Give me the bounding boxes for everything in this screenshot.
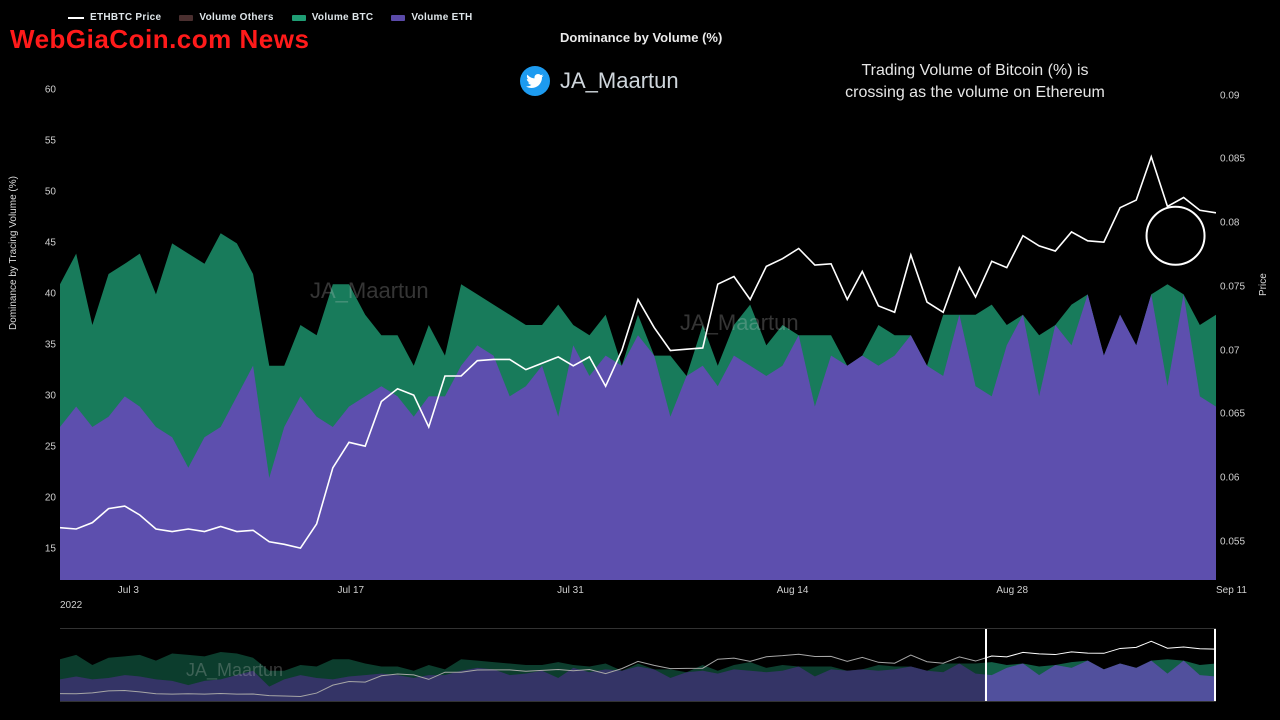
legend-ethbtc[interactable]: ETHBTC Price: [68, 12, 161, 23]
x-tick: Jul 31: [557, 585, 584, 596]
y-tick-left: 25: [32, 442, 56, 453]
legend-label: Volume BTC: [312, 12, 374, 23]
y-tick-left: 40: [32, 289, 56, 300]
y-tick-left: 30: [32, 391, 56, 402]
x-tick: Aug 28: [996, 585, 1028, 596]
y-tick-right: 0.09: [1220, 90, 1270, 101]
mini-chart-svg: [60, 629, 1216, 701]
swatch-icon: [391, 15, 405, 21]
x-tick: Sep 11: [1216, 585, 1247, 596]
y-tick-right: 0.085: [1220, 154, 1270, 165]
y-tick-left: 50: [32, 187, 56, 198]
y-tick-left: 55: [32, 136, 56, 147]
y-axis-right-label: Price: [1258, 273, 1269, 296]
chart-title: Dominance by Volume (%): [560, 30, 722, 45]
brush-handle-right[interactable]: [1214, 629, 1216, 701]
legend-btc[interactable]: Volume BTC: [292, 12, 374, 23]
y-axis-right-ticks: 0.0550.060.0650.070.0750.080.0850.09: [1220, 70, 1270, 580]
y-tick-right: 0.055: [1220, 536, 1270, 547]
y-axis-left-ticks: 15202530354045505560: [36, 70, 56, 580]
swatch-icon: [179, 15, 193, 21]
y-tick-left: 35: [32, 340, 56, 351]
main-chart[interactable]: JA_Maartun JA_Maartun: [60, 70, 1216, 580]
swatch-icon: [292, 15, 306, 21]
svg-text:JA_Maartun: JA_Maartun: [310, 278, 429, 303]
legend-label: Volume Others: [199, 12, 273, 23]
x-axis-ticks: Jul 3Jul 17Jul 31Aug 14Aug 28Sep 11: [60, 585, 1216, 599]
x-axis-year: 2022: [60, 600, 82, 611]
x-tick: Jul 17: [337, 585, 364, 596]
y-tick-right: 0.06: [1220, 473, 1270, 484]
brush-handle-left[interactable]: [985, 629, 987, 701]
x-tick: Aug 14: [777, 585, 809, 596]
legend-others[interactable]: Volume Others: [179, 12, 273, 23]
y-tick-left: 60: [32, 85, 56, 96]
y-tick-right: 0.07: [1220, 345, 1270, 356]
line-swatch-icon: [68, 17, 84, 19]
y-tick-left: 15: [32, 544, 56, 555]
legend-label: ETHBTC Price: [90, 12, 161, 23]
y-tick-left: 20: [32, 493, 56, 504]
y-axis-left-label: Dominance by Tracing Volume (%): [8, 176, 19, 330]
y-tick-left: 45: [32, 238, 56, 249]
main-chart-svg: JA_Maartun JA_Maartun: [60, 70, 1216, 580]
svg-text:JA_Maartun: JA_Maartun: [680, 310, 799, 335]
brush-mini-chart[interactable]: [60, 628, 1216, 702]
x-tick: Jul 3: [118, 585, 139, 596]
legend-label: Volume ETH: [411, 12, 472, 23]
y-tick-right: 0.08: [1220, 218, 1270, 229]
page-root: ETHBTC Price Volume Others Volume BTC Vo…: [0, 0, 1280, 720]
site-brand: WebGiaCoin.com News: [10, 24, 309, 55]
legend-eth[interactable]: Volume ETH: [391, 12, 472, 23]
y-tick-right: 0.065: [1220, 409, 1270, 420]
chart-legend: ETHBTC Price Volume Others Volume BTC Vo…: [68, 12, 473, 23]
